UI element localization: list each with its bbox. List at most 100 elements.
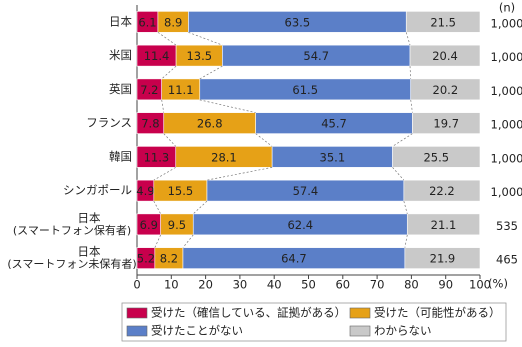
legend-swatch [349,325,371,337]
y-tick-label: 韓国 [109,149,132,163]
x-tick-label: 90 [438,278,453,292]
segment-label: 19.7 [433,117,459,131]
segment-label: 54.7 [303,49,329,63]
sample-size-header: (n) [499,1,515,15]
bar-segment [405,11,481,33]
connector-line [153,200,161,215]
legend-swatch [349,307,371,319]
segment-label: 13.5 [186,49,212,63]
segment-label: 62.4 [287,218,313,232]
x-tick-label: 60 [335,278,350,292]
x-tick-label: 40 [267,278,282,292]
connector-line [255,133,273,147]
legend-label: わからない [374,324,432,338]
segment-label: 26.8 [197,117,223,131]
segment-label: 8.9 [164,15,182,29]
sample-size: 1,000 [491,50,522,64]
y-tick-label: 米国 [109,48,132,62]
y-tick-label: 日本 [109,14,132,28]
y-tick-label-line: 日本 [78,210,101,224]
connector-line [188,32,223,46]
segment-label: 63.5 [285,15,311,29]
x-tick-label: 10 [164,278,179,292]
x-tick-label: 20 [198,278,213,292]
segment-label: 28.1 [211,150,237,164]
connector-line [404,234,408,248]
segment-label: 8.2 [160,252,178,266]
segment-label: 11.4 [144,49,170,63]
segment-label: 6.1 [138,15,156,29]
connector-line [392,167,405,181]
segment-label: 4.9 [136,184,154,198]
y-tick-label: 英国 [109,82,132,96]
x-tick-label: 0 [133,278,140,292]
connector-line [161,99,165,113]
connector-line [182,234,194,248]
connector-line [410,99,413,113]
segment-label: 11.1 [168,83,194,97]
connector-line [403,201,408,214]
connector-line [409,66,412,79]
segment-label: 9.5 [168,218,186,232]
sample-size: 1,000 [491,185,522,199]
y-tick-label-line: (スマートフォン保有者) [13,223,131,237]
sample-size: 1,000 [491,151,522,165]
segment-label: 6.9 [140,218,158,232]
segment-label: 22.2 [429,184,455,198]
segment-label: 21.9 [430,252,456,266]
bar-segment [392,146,481,168]
connector-line [392,133,413,147]
connector-line [153,167,176,181]
x-tick-label: 50 [301,278,316,292]
y-tick-label-line: 日本 [78,244,101,258]
segment-label: 57.4 [293,184,319,198]
legend-swatch [126,325,148,337]
bar-segment [404,247,481,269]
segment-label: 35.1 [320,150,346,164]
bar-segment [410,78,481,101]
sample-size: 535 [496,219,518,233]
segment-label: 45.7 [321,117,347,131]
y-tick-label: フランス [86,116,132,130]
bar-segment [403,179,481,202]
segment-label: 11.3 [144,150,170,164]
segment-label: 20.2 [433,83,459,97]
segment-label: 7.2 [140,83,158,97]
segment-label: 5.2 [137,252,155,266]
segment-label: 7.8 [141,117,159,131]
x-unit: (%) [488,277,508,291]
legend-label: 受けた（確信している、証拠がある） [151,306,346,320]
segment-label: 21.5 [430,15,456,29]
bar-segment [406,213,480,236]
y-tick-label: 日本(スマートフォン保有者) [13,210,131,237]
y-tick-label-line: (スマートフォン未保有者) [7,257,136,271]
segment-label: 15.5 [168,184,194,198]
bar-segment [409,44,481,67]
connector-line [199,99,256,113]
segment-label: 64.7 [281,252,307,266]
legend-label: 受けた（可能性がある） [374,306,501,320]
connector-line [154,234,161,248]
segment-label: 25.5 [423,150,449,164]
x-tick-label: 100 [469,278,491,292]
x-tick-label: 80 [404,278,419,292]
connector-line [163,133,177,147]
legend-label: 受けたことがない [151,324,243,338]
segment-label: 61.5 [292,83,318,97]
y-tick-label: 日本(スマートフォン未保有者) [7,244,136,271]
segment-label: 20.4 [432,49,458,63]
x-tick-label: 30 [233,278,248,292]
connector-line [157,32,177,46]
bar-segment [412,112,481,134]
connector-line [193,200,208,215]
connector-line [405,32,411,46]
connector-line [206,167,273,181]
segment-label: 21.1 [431,218,457,232]
x-tick-label: 70 [370,278,385,292]
sample-size: 1,000 [491,118,522,132]
y-tick-label: シンガポール [63,183,132,197]
connector-line [161,65,177,80]
sample-size: 1,000 [491,84,522,98]
sample-size: 465 [496,253,518,267]
